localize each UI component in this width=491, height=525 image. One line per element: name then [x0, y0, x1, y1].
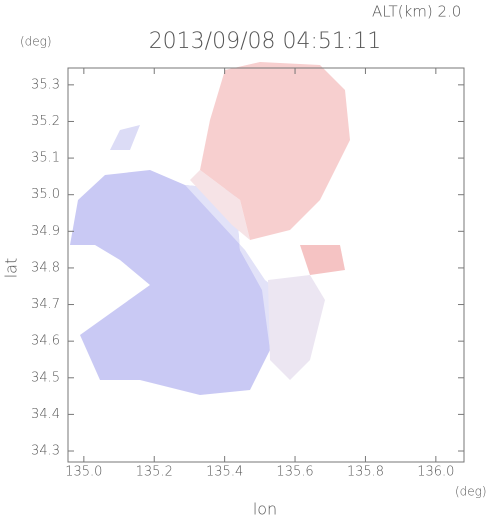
y-tick-label: 34.7 — [31, 297, 60, 312]
y-tick-label: 35.2 — [31, 114, 60, 129]
x-tick-label: 135.2 — [136, 465, 173, 480]
chart-title: 2013/09/08 04:51:11 — [149, 29, 382, 54]
light-pink-region — [190, 170, 250, 240]
x-tick-label: 135.4 — [206, 465, 243, 480]
blue-region — [70, 170, 270, 395]
y-tick-label: 34.9 — [31, 224, 60, 239]
x-tick-label: 135.6 — [276, 465, 313, 480]
y-tick-label: 35.0 — [31, 187, 60, 202]
blue-northwest — [110, 125, 140, 150]
subtitle: ALT(km) 2.0 — [372, 3, 461, 21]
x-unit: (deg) — [455, 485, 487, 499]
y-tick-label: 34.3 — [31, 444, 60, 459]
x-axis-label: lon — [253, 500, 277, 519]
x-tick-label: 136.0 — [417, 465, 454, 480]
y-axis-label: lat — [2, 258, 21, 279]
y-unit: (deg) — [20, 35, 52, 49]
pink-region — [200, 62, 350, 240]
x-tick-label: 135.0 — [65, 465, 102, 480]
y-tick-label: 35.1 — [31, 151, 60, 166]
velocity-field — [70, 62, 350, 395]
mixed-region — [268, 275, 325, 380]
y-tick-label: 34.6 — [31, 334, 60, 349]
y-tick-label: 34.5 — [31, 370, 60, 385]
y-tick-label: 35.3 — [31, 77, 60, 92]
plot-frame — [67, 67, 465, 463]
pink-east-region — [300, 245, 345, 275]
y-tick-label: 34.4 — [31, 407, 60, 422]
x-tick-label: 135.8 — [347, 465, 384, 480]
y-tick-label: 34.8 — [31, 260, 60, 275]
